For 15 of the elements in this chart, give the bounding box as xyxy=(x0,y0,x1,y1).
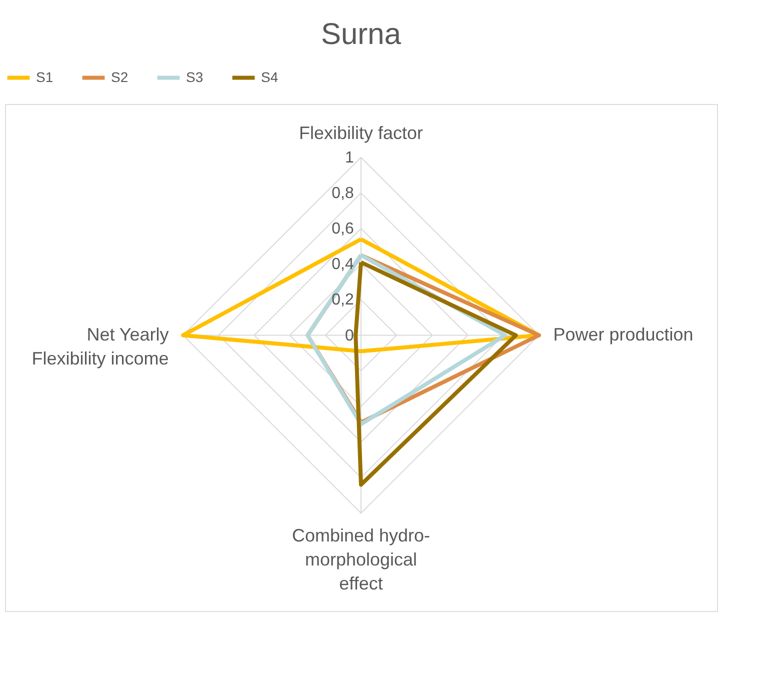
y-tick-label: 0,8 xyxy=(332,184,354,202)
spoke-label: Combined hydro-morphological effect xyxy=(292,525,430,594)
legend-label: S2 xyxy=(111,68,128,85)
y-tick-label: 0 xyxy=(344,327,354,344)
spoke-label: Flexibility factor xyxy=(298,123,424,144)
chart-title: Surna xyxy=(320,18,402,51)
legend-label: S3 xyxy=(186,68,204,85)
spoke-label: Power production xyxy=(553,324,694,344)
spoke-label: Net Yearly Flexibility income xyxy=(32,324,169,368)
legend-label: S1 xyxy=(36,68,54,85)
y-tick-label: 0,2 xyxy=(332,292,354,309)
legend-label: S4 xyxy=(261,68,278,85)
y-tick-label: 0,6 xyxy=(332,220,354,238)
y-tick-label: 1 xyxy=(344,149,354,166)
y-tick-label: 0,4 xyxy=(332,256,354,274)
